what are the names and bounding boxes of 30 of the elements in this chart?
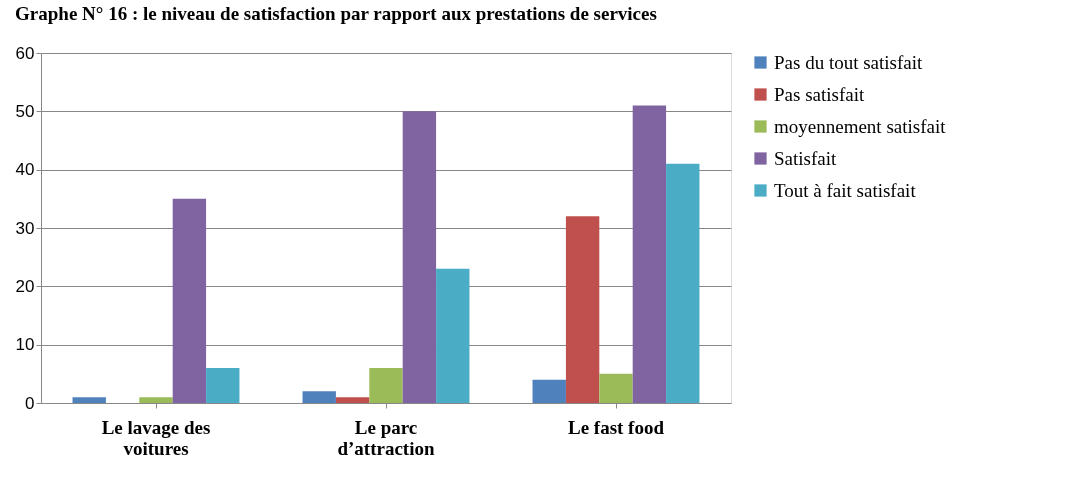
y-tick-label: 30 bbox=[15, 218, 35, 238]
y-tick-label: 10 bbox=[15, 335, 35, 355]
legend-label: Pas du tout satisfait bbox=[774, 51, 924, 73]
bar bbox=[335, 397, 370, 403]
legend-label: Satisfait bbox=[774, 147, 837, 169]
y-tick-label: 40 bbox=[15, 160, 35, 180]
bar bbox=[565, 216, 600, 403]
chart-title: Graphe N° 16 : le niveau de satisfaction par rapport aux prestations de services bbox=[15, 3, 657, 24]
legend-label: moyennement satisfait bbox=[774, 115, 947, 137]
bar bbox=[632, 105, 667, 403]
y-tick-label: 60 bbox=[15, 43, 35, 63]
bar bbox=[599, 373, 633, 403]
y-tick-label: 20 bbox=[15, 276, 35, 296]
y-tick-label: 50 bbox=[15, 101, 35, 121]
x-tick-label: Le lavage des voitures bbox=[101, 416, 211, 459]
bar bbox=[532, 379, 566, 403]
bar bbox=[369, 368, 403, 403]
bar bbox=[139, 397, 173, 403]
legend-label: Tout à fait satisfait bbox=[774, 179, 917, 201]
bar bbox=[206, 368, 240, 403]
bar bbox=[402, 111, 437, 403]
bar bbox=[72, 397, 106, 403]
bar bbox=[666, 163, 700, 403]
bar bbox=[436, 268, 470, 403]
x-tick-label: Le parc d’attraction bbox=[337, 416, 435, 459]
bar bbox=[302, 391, 336, 403]
x-tick-label: Le fast food bbox=[567, 416, 665, 438]
bar bbox=[172, 198, 207, 403]
y-tick-label: 0 bbox=[25, 393, 35, 413]
legend-label: Pas satisfait bbox=[774, 83, 865, 105]
